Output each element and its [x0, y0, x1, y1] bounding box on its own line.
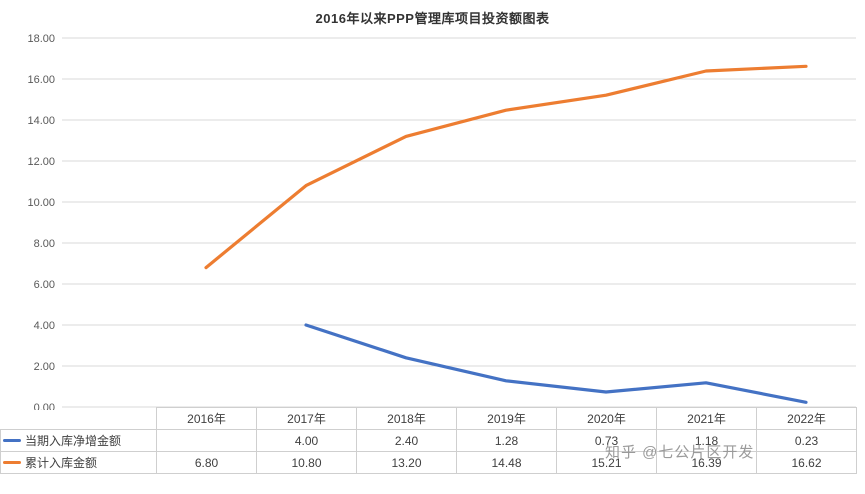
y-axis-tick-label: 4.00 [34, 320, 55, 332]
table-row: 累计入库金额 6.80 10.80 13.20 14.48 15.21 16.39 16.62 [0, 451, 857, 474]
value-cell: 0.73 [556, 429, 657, 452]
legend-key-icon [3, 461, 21, 465]
value-cell: 13.20 [356, 451, 457, 474]
series-name: 当期入库净增金额 [25, 434, 122, 448]
series-name: 累计入库金额 [25, 456, 98, 470]
year-header-cell: 2020年 [556, 407, 657, 430]
value-cell: 16.39 [656, 451, 757, 474]
year-header-cell: 2022年 [756, 407, 857, 430]
value-cell: 15.21 [556, 451, 657, 474]
value-cell: 0.23 [756, 429, 857, 452]
y-axis-tick-label: 2.00 [34, 361, 55, 373]
y-axis-tick-label: 8.00 [34, 238, 55, 250]
y-axis-tick-label: 18.00 [27, 33, 55, 45]
table-corner-cell [1, 408, 157, 430]
line-chart-plot-area: 0.00 2.00 4.00 6.00 8.00 10.00 12.00 14.00 16.00… [27, 33, 856, 410]
year-header-cell: 2017年 [256, 407, 357, 430]
value-cell: 16.62 [756, 451, 857, 474]
series-line [204, 64, 808, 270]
value-cell [156, 429, 257, 452]
series-label-cell: 当期入库净增金额 [0, 429, 157, 452]
y-axis-tick-label: 0.00 [34, 402, 55, 410]
value-cell: 4.00 [256, 429, 357, 452]
y-axis-tick-label: 14.00 [27, 115, 55, 127]
y-axis-tick-label: 12.00 [27, 156, 55, 168]
table-row: 当期入库净增金额 4.00 2.40 1.28 0.73 1.18 0.23 [0, 429, 857, 452]
year-header-cell: 2021年 [656, 407, 757, 430]
value-cell: 2.40 [356, 429, 457, 452]
year-header-cell: 2019年 [456, 407, 557, 430]
table-header-row: 2016年 2017年 2018年 2019年 2020年 2021年 2022年 [1, 407, 857, 430]
y-axis-tick-label: 16.00 [27, 74, 55, 86]
series-label-cell: 累计入库金额 [0, 451, 157, 474]
chart-data-table: 2016年 2017年 2018年 2019年 2020年 2021年 2022年 当期入库净… [0, 407, 857, 474]
year-header-cell: 2016年 [156, 407, 257, 430]
value-cell: 6.80 [156, 451, 257, 474]
value-cell: 1.28 [456, 429, 557, 452]
series-line [304, 323, 808, 404]
year-header-cell: 2018年 [356, 407, 457, 430]
y-axis-tick-label: 10.00 [27, 197, 55, 209]
value-cell: 10.80 [256, 451, 357, 474]
legend-key-icon [3, 439, 21, 443]
y-axis-tick-label: 6.00 [34, 279, 55, 291]
chart-title: 2016年以来PPP管理库项目投资额图表 [315, 11, 550, 26]
value-cell: 14.48 [456, 451, 557, 474]
value-cell: 1.18 [656, 429, 757, 452]
